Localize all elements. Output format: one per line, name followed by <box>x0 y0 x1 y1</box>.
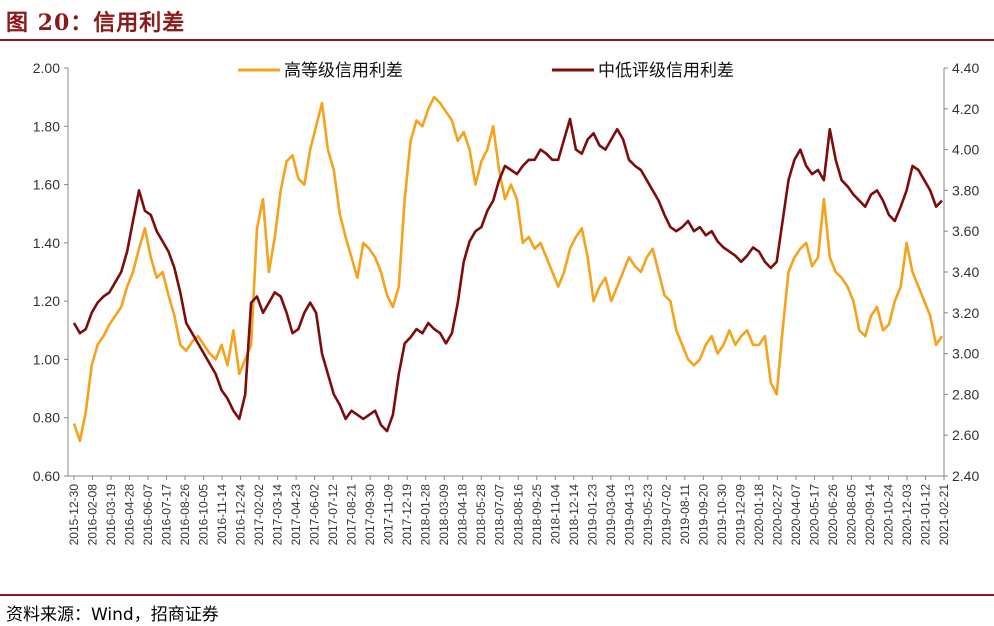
x-tick-label: 2018-08-16 <box>511 484 525 546</box>
x-tick-label: 2021-02-21 <box>937 484 951 546</box>
right-tick-label: 4.20 <box>952 101 979 117</box>
right-tick-label: 2.80 <box>952 386 979 402</box>
x-tick-label: 2015-12-30 <box>67 484 81 546</box>
x-tick-label: 2020-01-18 <box>752 484 766 546</box>
x-tick-label: 2017-09-30 <box>363 484 377 546</box>
x-tick-label: 2017-12-19 <box>400 484 414 546</box>
right-tick-label: 4.40 <box>952 60 979 76</box>
x-tick-label: 2017-07-12 <box>326 484 340 546</box>
x-tick-label: 2019-09-20 <box>696 484 710 546</box>
x-tick-label: 2017-06-02 <box>308 484 322 546</box>
low-grade-spread-line <box>72 117 943 433</box>
chart-series <box>72 95 944 443</box>
x-tick-label: 2019-05-23 <box>641 484 655 546</box>
x-tick-label: 2016-08-26 <box>178 484 192 546</box>
x-tick-label: 2019-12-09 <box>733 484 747 546</box>
x-tick-label: 2019-08-11 <box>678 484 692 545</box>
x-tick-label: 2018-07-07 <box>493 484 507 546</box>
x-tick-label: 2019-03-04 <box>604 484 618 546</box>
x-tick-label: 2019-10-30 <box>715 484 729 546</box>
right-tick-label: 2.60 <box>952 427 979 443</box>
right-tick-label: 3.00 <box>952 346 979 362</box>
legend-label-high-grade: 高等级信用利差 <box>284 61 403 81</box>
x-tick-label: 2020-05-17 <box>807 484 821 546</box>
x-tick-label: 2016-07-17 <box>160 484 174 546</box>
chart-axes: 0.60 0.80 1.00 1.20 1.40 1.60 1.80 2.00 2.40 2.60… <box>33 60 980 545</box>
x-tick-label: 2019-01-23 <box>585 484 599 546</box>
top-divider <box>0 39 994 41</box>
x-tick-label: 2019-07-02 <box>659 484 673 546</box>
x-tick-label: 2016-06-07 <box>141 484 155 546</box>
x-tick-label: 2018-12-14 <box>567 484 581 546</box>
x-tick-label: 2016-12-24 <box>234 484 248 546</box>
x-tick-label: 2020-02-27 <box>770 484 784 546</box>
x-tick-label: 2020-06-26 <box>826 484 840 546</box>
left-tick-label: 1.40 <box>33 235 60 251</box>
left-tick-label: 1.00 <box>33 351 60 367</box>
x-tick-label: 2019-04-13 <box>622 484 636 546</box>
x-tick-label: 2018-01-28 <box>419 484 433 546</box>
x-tick-label: 2016-02-08 <box>86 484 100 546</box>
x-tick-label: 2016-11-14 <box>215 484 229 545</box>
legend-label-low-grade: 中低评级信用利差 <box>598 61 734 81</box>
x-tick-label: 2016-10-05 <box>197 484 211 546</box>
left-tick-label: 1.80 <box>33 118 60 134</box>
x-tick-label: 2020-10-24 <box>881 484 895 546</box>
x-tick-label: 2018-09-25 <box>530 484 544 546</box>
left-tick-label: 1.20 <box>33 293 60 309</box>
left-tick-label: 0.80 <box>33 410 60 426</box>
x-tick-label: 2016-04-28 <box>123 484 137 546</box>
source-note: 资料来源：Wind，招商证券 <box>6 605 219 625</box>
high-grade-spread-line <box>72 95 944 443</box>
right-tick-label: 2.40 <box>952 468 979 484</box>
x-tick-label: 2018-03-09 <box>437 484 451 546</box>
x-tick-label: 2020-12-03 <box>900 484 914 546</box>
x-tick-label: 2020-09-14 <box>863 484 877 546</box>
x-tick-label: 2017-04-23 <box>289 484 303 546</box>
right-tick-label: 3.60 <box>952 223 979 239</box>
x-tick-label: 2017-11-09 <box>382 484 396 545</box>
right-tick-label: 3.20 <box>952 305 979 321</box>
x-tick-label: 2016-03-19 <box>104 484 118 546</box>
x-tick-label: 2018-05-28 <box>474 484 488 546</box>
x-tick-label: 2018-04-18 <box>456 484 470 546</box>
left-tick-label: 1.60 <box>33 177 60 193</box>
bottom-divider <box>0 594 994 596</box>
x-tick-label: 2017-03-14 <box>271 484 285 546</box>
title-bar: 图 20：信用利差 <box>0 0 994 40</box>
x-tick-label: 2017-02-02 <box>252 484 266 546</box>
x-tick-label: 2020-04-07 <box>789 484 803 546</box>
x-tick-label: 2020-08-05 <box>844 484 858 546</box>
credit-spread-chart: 0.60 0.80 1.00 1.20 1.40 1.60 1.80 2.00 2.40 2.60… <box>33 60 980 545</box>
x-tick-label: 2018-11-04 <box>548 484 562 545</box>
right-tick-label: 3.40 <box>952 264 979 280</box>
x-tick-label: 2017-08-21 <box>345 484 359 546</box>
right-tick-label: 3.80 <box>952 182 979 198</box>
right-tick-label: 4.00 <box>952 142 979 158</box>
chart-legend: 高等级信用利差 中低评级信用利差 <box>238 61 734 81</box>
x-tick-label: 2021-01-12 <box>918 484 932 546</box>
left-tick-label: 2.00 <box>33 60 60 76</box>
page-title: 图 20：信用利差 <box>6 10 186 36</box>
left-tick-label: 0.60 <box>33 468 60 484</box>
